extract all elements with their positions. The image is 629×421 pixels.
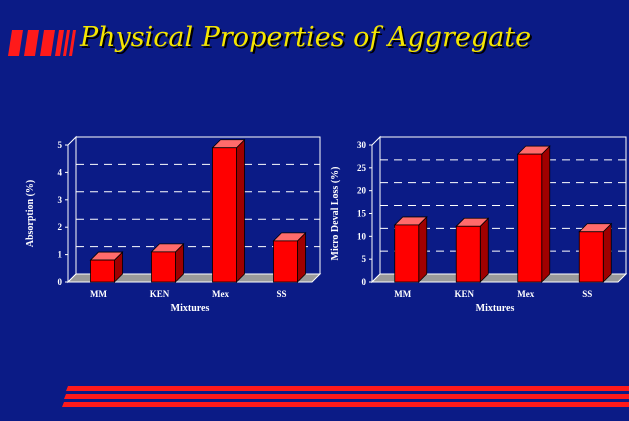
x-tick-label: Mex: [517, 289, 534, 299]
y-axis-label: Absorption (%): [25, 180, 36, 248]
x-tick-label: Mex: [212, 289, 229, 299]
y-tick-label: 2: [58, 222, 63, 232]
bar-side: [541, 145, 551, 283]
x-axis-label: Mixtures: [171, 303, 210, 314]
bar: [150, 242, 185, 283]
y-tick-label: 4: [58, 167, 63, 177]
x-tick-label: MM: [90, 289, 107, 299]
logo-bars-icon: [8, 30, 76, 56]
y-tick-label: 20: [357, 186, 367, 196]
bar-front: [151, 251, 176, 283]
side-wall: [371, 135, 381, 284]
bar: [455, 217, 490, 283]
slide-title: Physical Properties of Aggregate: [80, 22, 532, 53]
bar-side: [418, 215, 428, 283]
bar-front: [273, 240, 298, 283]
bar-front: [394, 224, 420, 283]
bar-side: [602, 222, 612, 283]
bar-front: [517, 153, 543, 283]
bar-front: [90, 259, 115, 283]
y-tick-label: 30: [357, 140, 367, 150]
x-axis-label: Mixtures: [476, 303, 515, 314]
bar: [272, 231, 307, 283]
y-tick-label: 10: [357, 231, 367, 241]
bar-front: [455, 225, 481, 283]
back-wall: [75, 136, 321, 275]
y-tick-label: 0: [58, 277, 63, 287]
footer-stripes: [62, 386, 629, 407]
bar: [578, 222, 613, 283]
bar: [516, 145, 551, 283]
y-tick-label: 0: [362, 277, 367, 287]
y-tick-label: 1: [58, 250, 63, 260]
x-tick-label: MM: [394, 289, 411, 299]
y-tick-label: 3: [58, 195, 63, 205]
bar-front: [212, 147, 237, 283]
y-tick-label: 5: [362, 254, 367, 264]
x-tick-label: KEN: [150, 289, 170, 299]
x-tick-label: SS: [582, 289, 592, 299]
bar: [393, 215, 428, 283]
x-tick-label: SS: [276, 289, 286, 299]
x-tick-label: KEN: [454, 289, 474, 299]
bar: [211, 138, 246, 283]
y-axis-label: Micro Deval Loss (%): [330, 167, 341, 261]
bar-side: [479, 217, 489, 283]
y-tick-label: 15: [357, 209, 367, 219]
y-tick-label: 5: [58, 140, 63, 150]
bar-front: [578, 231, 604, 283]
bar: [89, 251, 124, 283]
y-tick-label: 25: [357, 163, 367, 173]
